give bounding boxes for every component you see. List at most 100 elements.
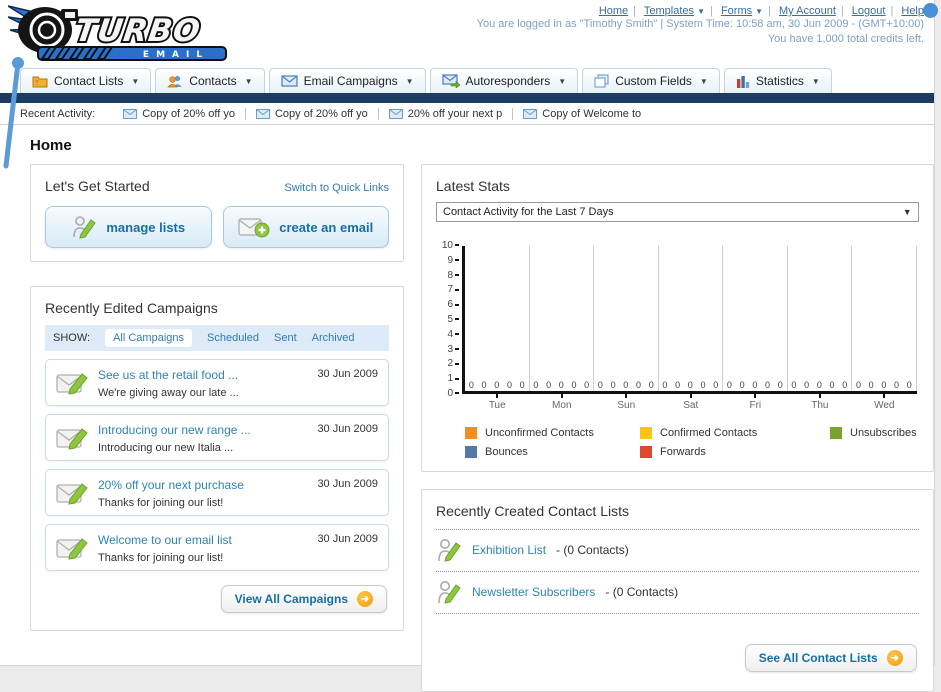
- chart-y-axis: 10 9 8 7 6 5 4 3 2 1 0: [438, 240, 462, 399]
- pages-icon: [594, 74, 609, 88]
- y-tick-label: 2: [447, 358, 459, 370]
- y-tick-label: 4: [447, 329, 459, 341]
- recent-activity-item[interactable]: Copy of 20% off yo: [113, 107, 246, 120]
- manage-lists-button[interactable]: manage lists: [45, 206, 212, 248]
- campaign-title-link[interactable]: See us at the retail food ...: [98, 368, 239, 382]
- latest-stats-panel: Latest Stats Contact Activity for the La…: [421, 164, 934, 472]
- legend-swatch: [830, 427, 842, 439]
- chevron-down-icon: ▼: [697, 7, 706, 16]
- y-tick-label: 7: [447, 284, 459, 296]
- chart-value-label: 0: [881, 380, 887, 390]
- contact-list-link[interactable]: Newsletter Subscribers: [472, 585, 596, 599]
- filter-archived[interactable]: Archived: [311, 332, 355, 344]
- contact-list-row[interactable]: Exhibition List - (0 Contacts): [436, 530, 919, 572]
- x-tick-label: Mon: [552, 400, 572, 411]
- nav-link-home[interactable]: Home: [598, 5, 629, 17]
- chart-value-label: 0: [506, 380, 512, 390]
- contact-lists-panel-title: Recently Created Contact Lists: [436, 503, 629, 519]
- chevron-down-icon: ▼: [131, 76, 140, 86]
- x-tick-label: Sat: [683, 400, 699, 411]
- campaign-title-link[interactable]: Introducing our new range ...: [98, 423, 251, 437]
- lets-get-started-title: Let's Get Started: [45, 178, 150, 194]
- campaign-row[interactable]: Welcome to our email list Thanks for join…: [45, 524, 389, 571]
- filter-sent[interactable]: Sent: [274, 332, 297, 344]
- chart-value-label: 0: [726, 380, 732, 390]
- person-pencil-icon: [438, 539, 461, 562]
- create-an-email-button[interactable]: create an email: [222, 206, 389, 248]
- chart-value-label: 0: [804, 380, 810, 390]
- envelope-icon: [123, 108, 138, 119]
- legend-swatch: [465, 446, 477, 458]
- campaign-row[interactable]: See us at the retail food ... We're givin…: [45, 359, 389, 406]
- filter-scheduled[interactable]: Scheduled: [207, 332, 259, 344]
- recent-activity-item[interactable]: 20% off your next p: [379, 107, 514, 120]
- legend-label: Unsubscribes: [850, 427, 917, 439]
- legend-item: Confirmed Contacts: [640, 427, 830, 439]
- campaign-texts: See us at the retail food ... We're givin…: [98, 366, 307, 399]
- contact-list-row[interactable]: Newsletter Subscribers - (0 Contacts): [436, 572, 919, 614]
- chart-value-label: 0: [662, 380, 668, 390]
- recently-edited-campaigns-panel: Recently Edited Campaigns SHOW: All Camp…: [30, 286, 404, 631]
- latest-stats-title: Latest Stats: [436, 178, 510, 194]
- contact-list-items: Exhibition List - (0 Contacts) Newsletter…: [436, 529, 919, 614]
- chart-value-label: 0: [597, 380, 603, 390]
- switch-quick-links-link[interactable]: Switch to Quick Links: [284, 182, 389, 194]
- nav-link-my-account[interactable]: My Account: [779, 5, 836, 17]
- legend-item: Bounces: [465, 446, 640, 458]
- x-axis-category: Tue: [465, 394, 530, 411]
- recent-activity-item[interactable]: Copy of Welcome to: [513, 108, 651, 120]
- tab-custom-fields[interactable]: Custom Fields ▼: [582, 68, 720, 93]
- recent-activity-item[interactable]: Copy of 20% off yo: [246, 107, 379, 120]
- tab-autoresponders[interactable]: Autoresponders ▼: [429, 68, 579, 93]
- campaign-title-link[interactable]: Welcome to our email list: [98, 533, 232, 547]
- view-all-campaigns-button[interactable]: View All Campaigns ➜: [220, 585, 387, 613]
- legend-label: Unconfirmed Contacts: [485, 427, 594, 439]
- nav-link-logout[interactable]: Logout: [851, 5, 886, 17]
- chart-value-label: 0: [713, 380, 719, 390]
- tab-contacts[interactable]: Contacts ▼: [155, 68, 265, 93]
- chevron-down-icon: ▼: [755, 7, 764, 16]
- utility-nav: Home | Templates ▼ | Forms ▼ | My Account | …: [598, 5, 924, 17]
- nav-link-forms[interactable]: Forms: [720, 5, 753, 17]
- legend-label: Forwards: [660, 446, 706, 458]
- chart-value-label: 0: [816, 380, 822, 390]
- chart-value-label: 0: [765, 380, 771, 390]
- recent-activity-items: Copy of 20% off yo Copy of 20% off yo 20% …: [113, 107, 651, 120]
- person-pencil-icon: [438, 581, 461, 604]
- campaign-title-link[interactable]: 20% off your next purchase: [98, 478, 244, 492]
- envelope-plus-icon: [238, 218, 270, 238]
- nav-link-help[interactable]: Help: [901, 5, 924, 17]
- campaign-row[interactable]: 20% off your next purchase Thanks for joi…: [45, 469, 389, 516]
- legend-swatch: [640, 427, 652, 439]
- chart-value-label: 0: [777, 380, 783, 390]
- stats-period-select[interactable]: Contact Activity for the Last 7 Days ▼: [436, 202, 919, 222]
- turbo-email-logo[interactable]: TURBO EMAIL: [7, 3, 248, 66]
- y-tick-label: 9: [447, 255, 459, 267]
- tab-email-campaigns[interactable]: Email Campaigns ▼: [268, 68, 426, 93]
- chevron-down-icon: ▼: [405, 76, 414, 86]
- envelope-icon: [523, 108, 538, 119]
- see-all-contact-lists-button[interactable]: See All Contact Lists ➜: [744, 644, 917, 672]
- tab-contact-lists[interactable]: Contact Lists ▼: [20, 68, 152, 93]
- contact-list-link[interactable]: Exhibition List: [472, 543, 547, 557]
- legend-label: Confirmed Contacts: [660, 427, 758, 439]
- campaign-date: 30 Jun 2009: [317, 423, 378, 435]
- filter-all-campaigns[interactable]: All Campaigns: [105, 329, 192, 347]
- tab-statistics[interactable]: Statistics ▼: [723, 68, 832, 93]
- x-axis-category: Fri: [723, 394, 788, 411]
- campaign-row[interactable]: Introducing our new range ... Introducing…: [45, 414, 389, 461]
- page: TURBO EMAIL Home | Templates ▼ | Forms ▼ | …: [0, 0, 935, 666]
- campaign-texts: Welcome to our email list Thanks for join…: [98, 531, 307, 564]
- chart-value-label: 0: [558, 380, 564, 390]
- y-tick-label: 0: [447, 388, 459, 400]
- x-tick-mark: [496, 394, 499, 398]
- person-pencil-icon: [73, 216, 97, 239]
- nav-link-templates[interactable]: Templates: [643, 5, 695, 17]
